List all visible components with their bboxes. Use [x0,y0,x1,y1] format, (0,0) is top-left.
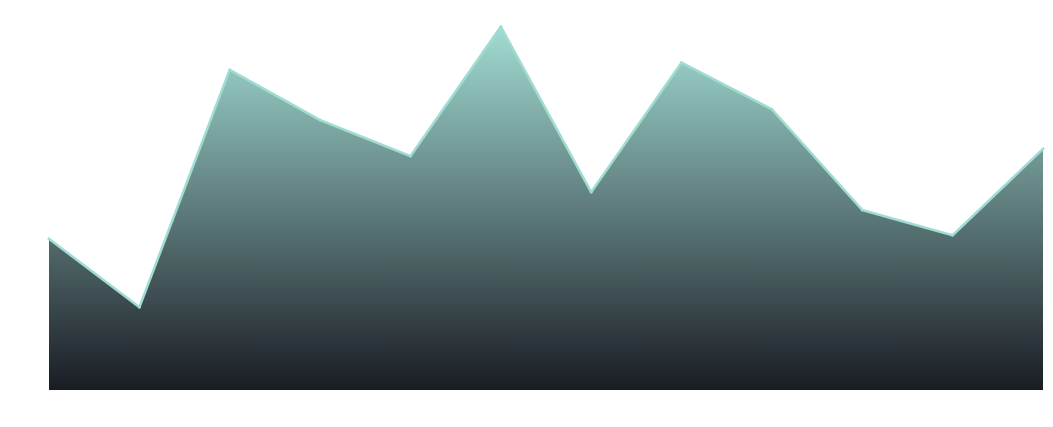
data-point-11 [951,233,955,237]
data-point-3 [228,68,232,72]
area-fill [49,26,1043,390]
data-point-9 [770,107,774,111]
data-point-2 [137,305,141,309]
plot-area [47,25,1045,390]
data-point-6 [499,25,503,29]
data-point-12 [1041,147,1045,151]
data-point-4 [318,118,322,122]
series-line [48,25,1044,309]
data-point-7 [589,190,593,194]
data-point-1 [47,237,51,241]
data-point-10 [860,208,864,212]
data-point-8 [680,61,683,65]
data-point-5 [409,154,412,158]
